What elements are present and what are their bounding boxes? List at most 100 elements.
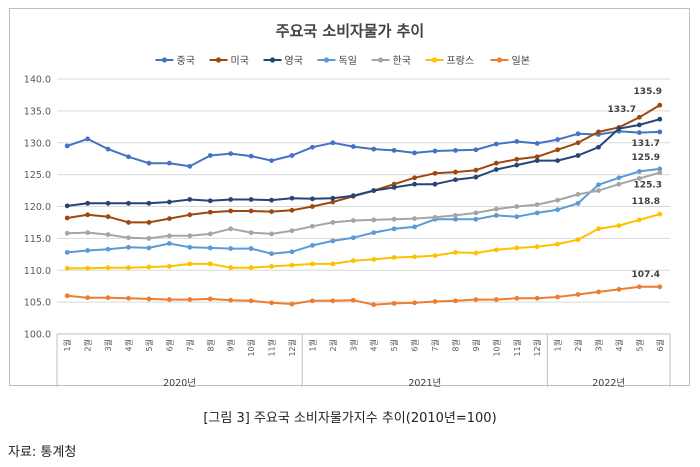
legend-label: 영국 xyxy=(285,55,303,67)
data-point xyxy=(493,247,499,253)
data-point xyxy=(596,129,601,135)
figure-caption: [그림 3] 주요국 소비자물가지수 추이(2010년=100) xyxy=(203,411,497,426)
x-tick-label: 2월 xyxy=(328,339,338,351)
data-point xyxy=(228,265,234,271)
data-point xyxy=(575,191,581,197)
legend-item: 일본 xyxy=(490,55,530,67)
data-point xyxy=(146,160,152,166)
data-point xyxy=(85,212,91,218)
data-point xyxy=(555,147,561,153)
series-line xyxy=(67,285,660,306)
data-point xyxy=(493,141,499,147)
data-point xyxy=(473,174,479,180)
data-label: 133.7 xyxy=(608,105,636,115)
data-point xyxy=(636,217,642,223)
data-point xyxy=(105,146,111,152)
data-point xyxy=(412,254,417,260)
x-tick-label: 6월 xyxy=(164,339,174,351)
x-tick-label: 11월 xyxy=(267,339,277,357)
data-point xyxy=(126,244,131,250)
data-point xyxy=(269,158,274,164)
data-point xyxy=(596,144,601,150)
data-point xyxy=(330,140,336,146)
legend-item: 프랑스 xyxy=(425,55,475,67)
data-point xyxy=(228,297,234,303)
data-point xyxy=(330,298,336,304)
series-line xyxy=(66,130,660,168)
series-일본 xyxy=(64,284,663,308)
data-point xyxy=(453,213,458,218)
data-point xyxy=(269,251,274,257)
data-label: 135.9 xyxy=(634,87,662,97)
data-point xyxy=(310,144,315,150)
series-line xyxy=(67,118,661,207)
data-point xyxy=(207,209,213,215)
data-point xyxy=(289,249,295,255)
data-point xyxy=(473,147,479,153)
y-tick-label: 120.0 xyxy=(24,202,51,213)
x-tick-label: 12월 xyxy=(532,339,542,357)
data-point xyxy=(534,244,540,250)
data-point xyxy=(514,156,520,162)
legend-item: 독일 xyxy=(317,55,357,67)
data-label: 131.7 xyxy=(632,139,660,149)
data-point xyxy=(432,253,438,258)
legend-label: 중국 xyxy=(177,55,195,67)
data-point xyxy=(105,295,111,301)
data-point xyxy=(207,231,213,237)
data-point xyxy=(289,301,295,307)
x-tick-label: 3월 xyxy=(348,339,358,351)
series-line xyxy=(67,213,661,270)
data-point xyxy=(126,235,131,241)
data-point xyxy=(453,216,458,222)
data-point xyxy=(412,300,417,306)
data-point xyxy=(269,300,274,306)
data-point xyxy=(330,261,336,267)
data-point xyxy=(432,214,438,220)
data-point xyxy=(636,169,642,174)
data-point xyxy=(616,181,622,187)
data-point xyxy=(269,209,274,215)
data-point xyxy=(555,207,561,213)
data-point xyxy=(85,248,91,253)
legend-item: 영국 xyxy=(263,55,303,67)
legend-swatch-marker xyxy=(323,57,330,63)
legend-swatch-marker xyxy=(215,57,222,63)
data-point xyxy=(146,200,152,206)
data-label: 118.8 xyxy=(632,197,660,207)
data-point xyxy=(555,158,561,164)
data-point xyxy=(514,214,520,220)
data-point xyxy=(166,241,172,246)
data-point xyxy=(453,177,458,183)
data-point xyxy=(248,230,254,236)
data-point xyxy=(473,250,479,256)
x-tick-label: 3월 xyxy=(593,339,603,351)
data-point xyxy=(371,188,377,193)
x-tick-label: 8월 xyxy=(205,339,215,351)
data-point xyxy=(514,139,520,144)
data-point xyxy=(412,181,417,187)
y-tick-label: 110.0 xyxy=(24,266,51,277)
data-point xyxy=(412,224,417,230)
data-label: 125.9 xyxy=(632,153,660,163)
data-point xyxy=(391,301,397,306)
data-point xyxy=(596,188,601,193)
data-point xyxy=(636,122,642,128)
x-tick-label: 10월 xyxy=(246,339,256,357)
legend-label: 독일 xyxy=(339,55,357,67)
legend-label: 한국 xyxy=(393,55,411,67)
legend-label: 프랑스 xyxy=(447,55,475,67)
data-point xyxy=(310,242,315,248)
data-point xyxy=(228,197,234,202)
data-point xyxy=(105,200,111,206)
data-point xyxy=(85,200,91,206)
data-point xyxy=(126,295,131,301)
data-point xyxy=(289,228,295,234)
x-tick-label: 7월 xyxy=(430,339,440,351)
data-point xyxy=(64,293,70,299)
data-point xyxy=(166,199,172,205)
y-tick-label: 105.0 xyxy=(24,298,51,309)
legend-item: 중국 xyxy=(155,55,195,67)
year-label: 2021년 xyxy=(408,378,441,387)
series-프랑스 xyxy=(64,211,663,271)
